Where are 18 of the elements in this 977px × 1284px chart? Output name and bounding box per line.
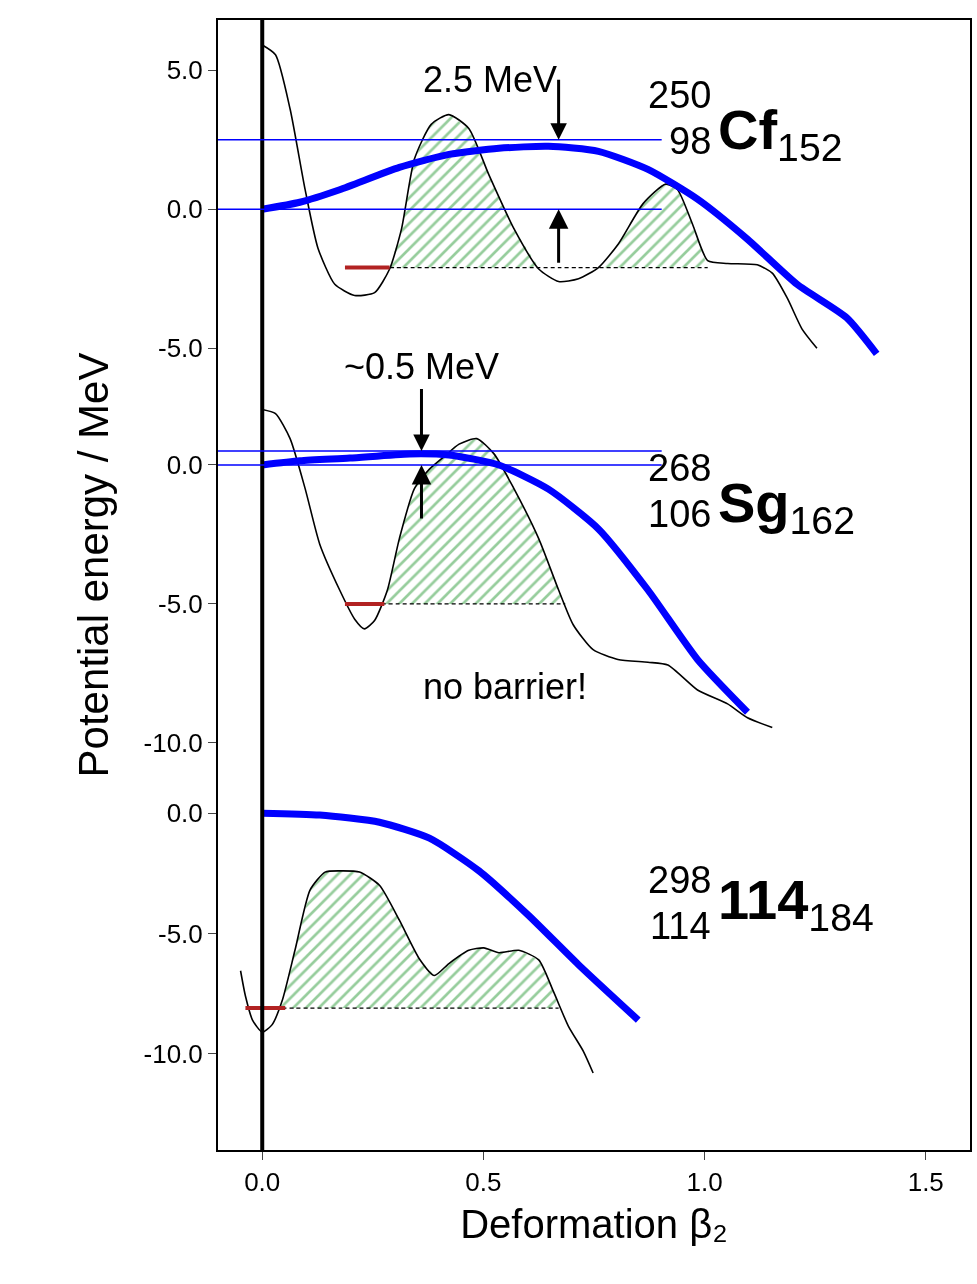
y-tick-label: -5.0 <box>157 918 203 949</box>
x-tick-label: 0.5 <box>465 1167 502 1198</box>
annotation: no barrier! <box>423 666 588 707</box>
y-tick-label: -5.0 <box>157 588 203 619</box>
x-axis-title: Deformation β₂ <box>460 1202 728 1247</box>
y-tick-label: -10.0 <box>143 727 203 758</box>
annotation: ~0.5 MeV <box>344 346 500 387</box>
annotation: 2.5 MeV <box>423 59 558 100</box>
x-tick-label: 0.0 <box>244 1167 281 1198</box>
y-tick-label: 0.0 <box>166 450 203 481</box>
y-axis-title: Potential energy / MeV <box>69 352 117 778</box>
y-tick-label: 0.0 <box>166 798 203 829</box>
y-tick-label: -10.0 <box>143 1038 203 1069</box>
y-tick-label: 0.0 <box>166 194 203 225</box>
y-tick-label: -5.0 <box>157 333 203 364</box>
x-tick-label: 1.0 <box>686 1167 723 1198</box>
x-tick-label: 1.5 <box>907 1167 944 1198</box>
y-tick-label: 5.0 <box>166 55 203 86</box>
